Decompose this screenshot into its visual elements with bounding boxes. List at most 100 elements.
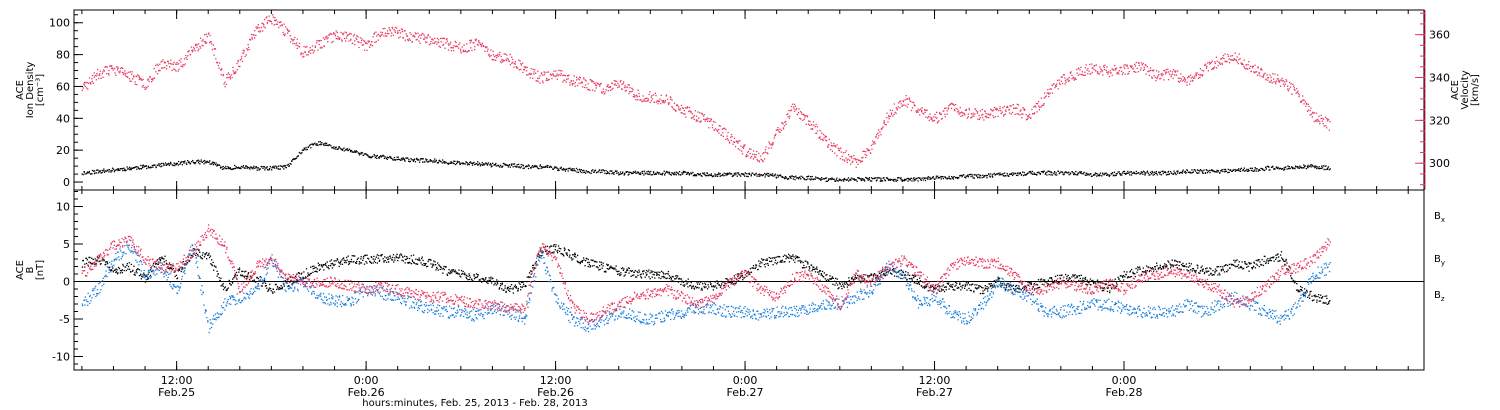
data-point <box>1300 100 1302 103</box>
data-point <box>1101 69 1103 71</box>
data-point <box>824 177 827 179</box>
data-point <box>955 104 957 106</box>
data-point <box>383 155 385 157</box>
data-point <box>809 178 811 180</box>
data-point <box>573 254 575 256</box>
data-point <box>222 75 224 77</box>
data-point <box>394 31 396 34</box>
data-point <box>1167 68 1169 70</box>
data-point <box>899 177 902 179</box>
data-point <box>326 266 328 268</box>
data-point <box>297 155 299 157</box>
data-point <box>1326 120 1329 122</box>
data-point <box>1283 169 1285 171</box>
data-point <box>779 131 781 133</box>
data-point <box>880 128 883 131</box>
data-point <box>97 74 99 76</box>
data-point <box>416 263 418 265</box>
data-point <box>1162 172 1164 175</box>
data-point <box>331 147 333 149</box>
data-point <box>706 118 708 121</box>
data-point <box>930 118 932 120</box>
data-point <box>122 263 124 266</box>
data-point <box>609 89 612 92</box>
data-point <box>359 262 361 264</box>
data-point <box>157 263 160 265</box>
data-point <box>1001 173 1003 175</box>
data-point <box>818 178 820 180</box>
data-point <box>509 285 511 288</box>
data-point <box>1038 172 1040 174</box>
data-point <box>706 172 709 175</box>
data-point <box>833 178 835 180</box>
data-point <box>140 274 142 276</box>
data-point <box>168 63 170 65</box>
data-point <box>1255 170 1257 172</box>
data-point <box>677 108 680 110</box>
data-point <box>1034 173 1036 175</box>
data-point <box>720 174 722 177</box>
data-point <box>922 179 925 181</box>
data-point <box>900 177 902 179</box>
data-point <box>462 50 464 53</box>
data-point <box>113 171 116 173</box>
data-point <box>272 166 274 168</box>
data-point <box>1060 76 1062 78</box>
data-point <box>715 174 717 176</box>
data-point <box>332 146 334 149</box>
data-point <box>683 113 685 115</box>
data-point <box>504 287 506 289</box>
data-point <box>966 175 968 177</box>
data-point <box>807 123 810 125</box>
data-point <box>1128 172 1130 174</box>
data-point <box>306 148 309 151</box>
data-point <box>454 160 456 163</box>
data-point <box>403 159 406 161</box>
data-point <box>762 174 764 176</box>
data-point <box>716 130 719 132</box>
data-point <box>758 175 760 177</box>
data-point <box>244 271 246 273</box>
data-point <box>953 176 955 178</box>
data-point <box>1021 174 1023 176</box>
data-point <box>668 102 671 104</box>
data-point <box>768 175 770 177</box>
data-point <box>998 174 1000 176</box>
data-point <box>116 273 119 275</box>
data-point <box>1270 76 1272 78</box>
data-point <box>176 162 178 165</box>
data-point <box>525 165 527 167</box>
data-point <box>1242 169 1245 171</box>
data-point <box>604 172 606 174</box>
data-point <box>408 158 410 161</box>
data-point <box>1060 171 1062 173</box>
data-point <box>871 180 873 182</box>
data-point <box>1293 85 1295 87</box>
data-point <box>648 173 650 176</box>
data-point <box>342 32 344 34</box>
data-point <box>806 115 808 117</box>
data-point <box>693 118 695 120</box>
data-point <box>1149 174 1151 176</box>
data-point <box>616 270 618 273</box>
data-point <box>853 178 855 180</box>
data-point <box>1094 64 1096 67</box>
data-point <box>1303 164 1305 166</box>
data-point <box>718 128 720 131</box>
data-point <box>234 274 237 276</box>
data-point <box>1108 174 1110 176</box>
data-point <box>673 171 676 174</box>
data-point <box>224 167 226 169</box>
data-point <box>1083 74 1085 76</box>
data-point <box>674 173 676 175</box>
data-point <box>605 271 607 273</box>
data-point <box>213 269 215 271</box>
data-point <box>964 114 966 116</box>
data-point <box>730 136 732 138</box>
data-point <box>210 41 212 43</box>
data-point <box>1025 114 1027 116</box>
data-point <box>1206 169 1208 172</box>
data-point <box>522 165 525 167</box>
data-point <box>542 80 544 82</box>
data-point <box>655 173 657 175</box>
